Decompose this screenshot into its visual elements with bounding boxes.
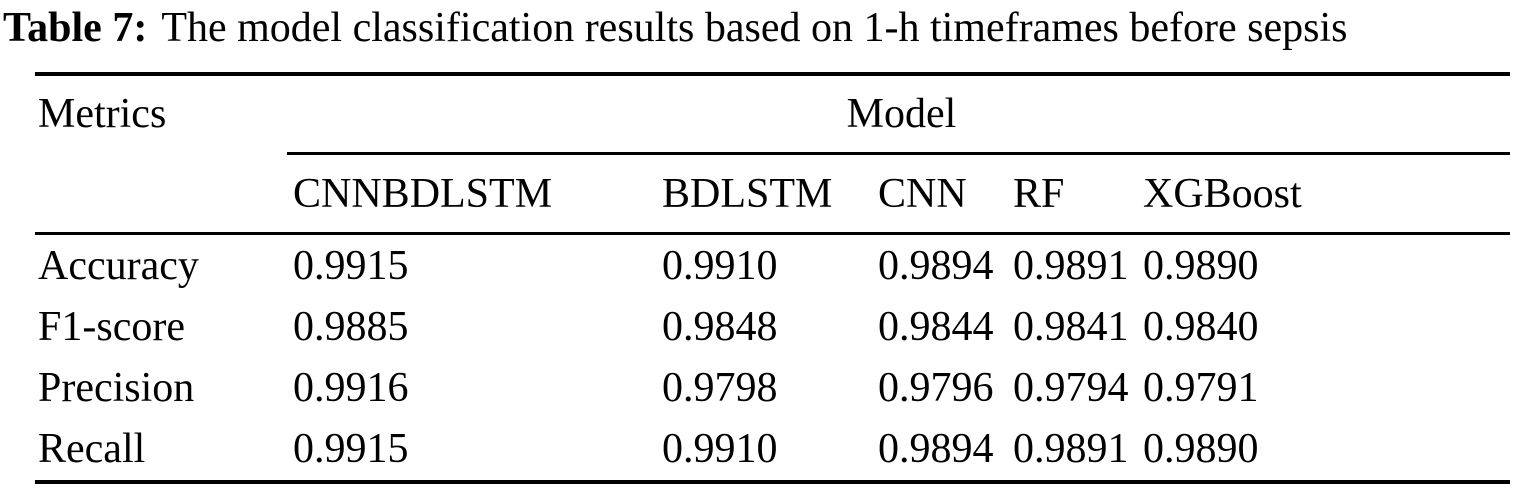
value-cell: 0.9910 <box>662 426 778 473</box>
value-cell: 0.9890 <box>1143 242 1259 289</box>
value-cell: 0.9915 <box>293 426 409 473</box>
value-cell: 0.9798 <box>662 365 778 412</box>
column-header-xgboost: XGBoost <box>1143 170 1302 217</box>
value-cell: 0.9848 <box>662 303 778 350</box>
metric-label: Accuracy <box>38 242 199 289</box>
value-cell: 0.9894 <box>878 242 994 289</box>
value-cell: 0.9894 <box>878 426 994 473</box>
table-row-f1-score: F1-score 0.9885 0.9848 0.9844 0.9841 0.9… <box>35 296 1510 357</box>
value-cell: 0.9840 <box>1143 303 1259 350</box>
table-top-rule <box>35 72 1510 76</box>
value-cell: 0.9791 <box>1143 365 1259 412</box>
model-group-header: Model <box>846 91 957 137</box>
table-body: Accuracy 0.9915 0.9910 0.9894 0.9891 0.9… <box>35 235 1510 480</box>
value-cell: 0.9885 <box>293 303 409 350</box>
table-header-group-row: Metrics Model <box>35 76 1510 152</box>
table-column-header-row: CNNBDLSTM BDLSTM CNN RF XGBoost <box>35 155 1510 232</box>
table-caption: Table 7: The model classification results… <box>3 0 1537 56</box>
value-cell: 0.9916 <box>293 365 409 412</box>
metric-label: Precision <box>38 365 195 412</box>
metric-label: Recall <box>38 426 146 473</box>
value-cell: 0.9910 <box>662 242 778 289</box>
column-header-bdlstm: BDLSTM <box>662 170 833 217</box>
value-cell: 0.9891 <box>1013 426 1129 473</box>
results-table: Metrics Model CNNBDLSTM BDLSTM CNN RF XG… <box>35 72 1510 484</box>
column-header-cnn: CNN <box>878 170 967 217</box>
table-mid-rule <box>35 232 1510 235</box>
metrics-column-header: Metrics <box>38 91 167 137</box>
table-row-accuracy: Accuracy 0.9915 0.9910 0.9894 0.9891 0.9… <box>35 235 1510 296</box>
column-header-cnnbdlstm: CNNBDLSTM <box>293 170 553 217</box>
value-cell: 0.9794 <box>1013 365 1129 412</box>
table-caption-label: Table 7: <box>3 5 148 51</box>
model-group-underline-rule <box>287 152 1510 155</box>
table-bottom-rule <box>35 480 1510 484</box>
table-row-precision: Precision 0.9916 0.9798 0.9796 0.9794 0.… <box>35 358 1510 419</box>
value-cell: 0.9890 <box>1143 426 1259 473</box>
value-cell: 0.9844 <box>878 303 994 350</box>
value-cell: 0.9915 <box>293 242 409 289</box>
table-caption-text: The model classification results based o… <box>161 5 1348 51</box>
value-cell: 0.9841 <box>1013 303 1129 350</box>
value-cell: 0.9796 <box>878 365 994 412</box>
metric-label: F1-score <box>38 303 185 350</box>
column-header-rf: RF <box>1013 170 1065 217</box>
table-row-recall: Recall 0.9915 0.9910 0.9894 0.9891 0.989… <box>35 419 1510 480</box>
value-cell: 0.9891 <box>1013 242 1129 289</box>
